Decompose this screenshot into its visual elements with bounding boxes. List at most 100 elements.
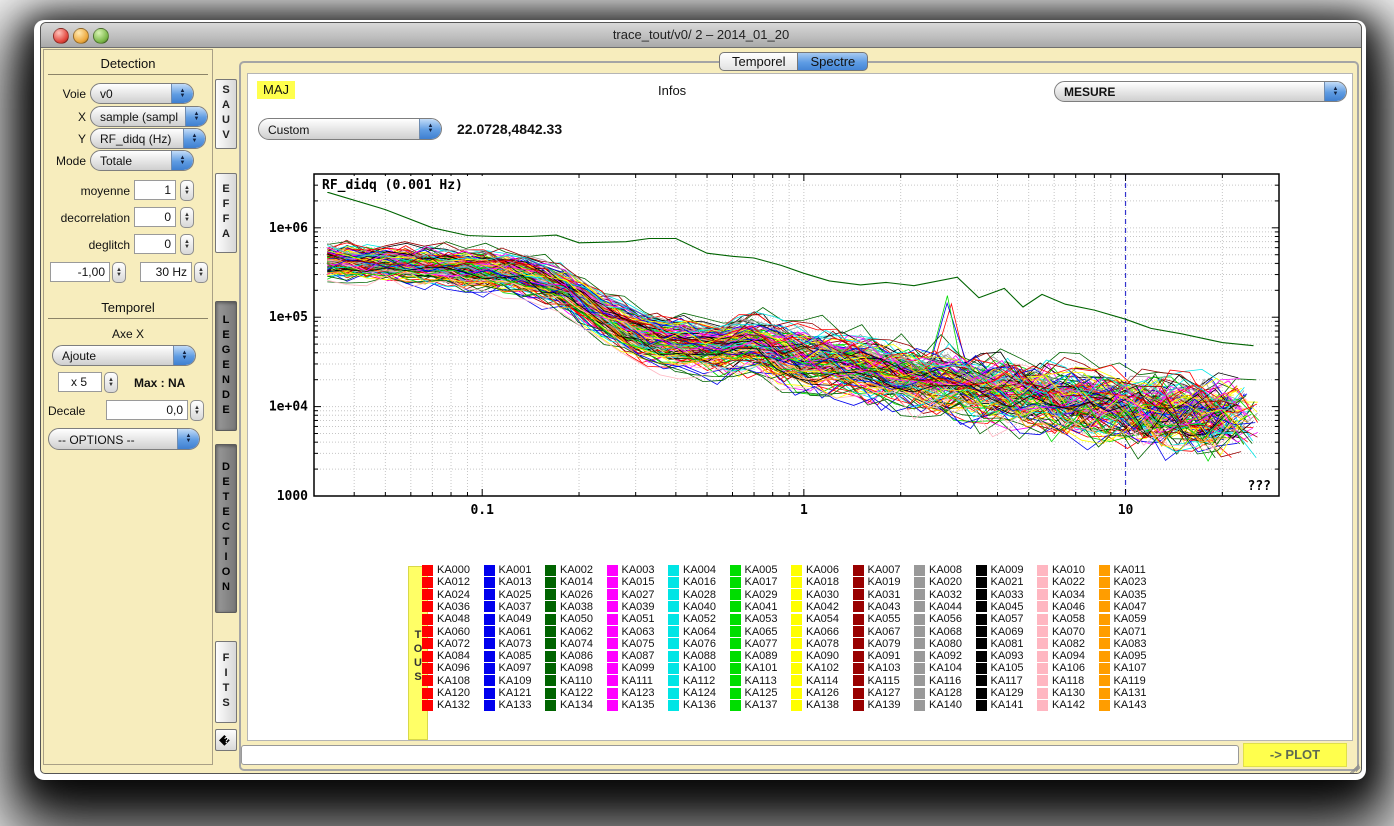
legend-item[interactable]: KA057 (976, 613, 1036, 625)
legend-item[interactable]: KA073 (484, 638, 544, 650)
legend-item[interactable]: KA074 (545, 638, 605, 650)
multiplier-stepper[interactable]: ▲▼ (104, 372, 118, 393)
legend-item[interactable]: KA031 (853, 589, 913, 601)
freq-stepper[interactable]: ▲▼ (194, 262, 208, 283)
legend-item[interactable]: KA104 (914, 662, 974, 674)
legend-item[interactable]: KA019 (853, 576, 913, 588)
legend-item[interactable]: KA128 (914, 687, 974, 699)
legend-item[interactable]: KA138 (791, 699, 851, 711)
legend-item[interactable]: KA067 (853, 626, 913, 638)
legend-item[interactable]: KA061 (484, 626, 544, 638)
legend-item[interactable]: KA029 (730, 589, 790, 601)
legend-item[interactable]: KA041 (730, 601, 790, 613)
decorrelation-stepper[interactable]: ▲▼ (180, 207, 194, 228)
legend-item[interactable]: KA083 (1099, 638, 1159, 650)
multiplier-field[interactable]: x 5 (58, 372, 102, 392)
side-tab-detection[interactable]: DETECTION (215, 444, 237, 613)
legend-item[interactable]: KA131 (1099, 687, 1159, 699)
legend-item[interactable]: KA054 (791, 613, 851, 625)
mode-dropdown[interactable]: Totale ▲▼ (90, 150, 194, 171)
legend-item[interactable]: KA069 (976, 626, 1036, 638)
legend-item[interactable]: KA025 (484, 589, 544, 601)
legend-item[interactable]: KA081 (976, 638, 1036, 650)
legend-item[interactable]: KA132 (422, 699, 482, 711)
legend-item[interactable]: KA044 (914, 601, 974, 613)
legend-item[interactable]: KA119 (1099, 675, 1159, 687)
legend-item[interactable]: KA066 (791, 626, 851, 638)
y-dropdown[interactable]: RF_didq (Hz) ▲▼ (90, 128, 206, 149)
legend-item[interactable]: KA108 (422, 675, 482, 687)
seuil-field[interactable]: -1,00 (50, 262, 110, 282)
legend-item[interactable]: KA016 (668, 576, 728, 588)
legend-item[interactable]: KA064 (668, 626, 728, 638)
legend-item[interactable]: KA093 (976, 650, 1036, 662)
legend-item[interactable]: KA099 (607, 662, 667, 674)
scale-dropdown[interactable]: Custom ▲▼ (258, 118, 442, 140)
legend-item[interactable]: KA130 (1037, 687, 1097, 699)
legend-item[interactable]: KA060 (422, 626, 482, 638)
legend-item[interactable]: KA003 (607, 564, 667, 576)
title-bar[interactable]: trace_tout/v0/ 2 – 2014_01_20 (41, 23, 1361, 48)
decale-stepper[interactable]: ▲▼ (190, 400, 204, 421)
legend-item[interactable]: KA065 (730, 626, 790, 638)
legend-item[interactable]: KA033 (976, 589, 1036, 601)
decale-field[interactable]: 0,0 (106, 400, 188, 420)
legend-item[interactable]: KA122 (545, 687, 605, 699)
legend-item[interactable]: KA133 (484, 699, 544, 711)
side-tab-fits[interactable]: FITS (215, 641, 237, 723)
plot-button[interactable]: -> PLOT (1243, 743, 1347, 767)
legend-item[interactable]: KA085 (484, 650, 544, 662)
seuil-stepper[interactable]: ▲▼ (112, 262, 126, 283)
legend-item[interactable]: KA013 (484, 576, 544, 588)
legend-item[interactable]: KA021 (976, 576, 1036, 588)
legend-item[interactable]: KA141 (976, 699, 1036, 711)
legend-item[interactable]: KA115 (853, 675, 913, 687)
legend-item[interactable]: KA123 (607, 687, 667, 699)
legend-item[interactable]: KA015 (607, 576, 667, 588)
legend-item[interactable]: KA142 (1037, 699, 1097, 711)
legend-item[interactable]: KA143 (1099, 699, 1159, 711)
legend-item[interactable]: KA011 (1099, 564, 1159, 576)
legend-item[interactable]: KA028 (668, 589, 728, 601)
spectrum-plot[interactable]: 10001e+041e+051e+060.1110RF_didq (0.001 … (252, 152, 1312, 532)
legend-item[interactable]: KA006 (791, 564, 851, 576)
moyenne-field[interactable]: 1 (134, 180, 176, 200)
legend-item[interactable]: KA020 (914, 576, 974, 588)
legend-item[interactable]: KA022 (1037, 576, 1097, 588)
legend-item[interactable]: KA120 (422, 687, 482, 699)
legend-item[interactable]: KA087 (607, 650, 667, 662)
legend-item[interactable]: KA052 (668, 613, 728, 625)
legend-item[interactable]: KA090 (791, 650, 851, 662)
legend-item[interactable]: KA076 (668, 638, 728, 650)
legend-item[interactable]: KA136 (668, 699, 728, 711)
legend-item[interactable]: KA009 (976, 564, 1036, 576)
legend-item[interactable]: KA035 (1099, 589, 1159, 601)
legend-item[interactable]: KA042 (791, 601, 851, 613)
legend-item[interactable]: KA043 (853, 601, 913, 613)
legend-item[interactable]: KA001 (484, 564, 544, 576)
legend-item[interactable]: KA125 (730, 687, 790, 699)
legend-item[interactable]: KA098 (545, 662, 605, 674)
legend-item[interactable]: KA007 (853, 564, 913, 576)
resize-grip[interactable] (1347, 760, 1359, 771)
legend-item[interactable]: KA038 (545, 601, 605, 613)
decorrelation-field[interactable]: 0 (134, 207, 176, 227)
legend-item[interactable]: KA017 (730, 576, 790, 588)
legend-item[interactable]: KA068 (914, 626, 974, 638)
legend-item[interactable]: KA018 (791, 576, 851, 588)
legend-item[interactable]: KA072 (422, 638, 482, 650)
legend-item[interactable]: KA036 (422, 601, 482, 613)
legend-item[interactable]: KA051 (607, 613, 667, 625)
legend-item[interactable]: KA026 (545, 589, 605, 601)
tab-temporel[interactable]: Temporel (719, 52, 798, 71)
legend-item[interactable]: KA053 (730, 613, 790, 625)
legend-item[interactable]: KA047 (1099, 601, 1159, 613)
freq-field[interactable]: 30 Hz (140, 262, 192, 282)
legend-item[interactable]: KA137 (730, 699, 790, 711)
legend-item[interactable]: KA062 (545, 626, 605, 638)
legend-item[interactable]: KA095 (1099, 650, 1159, 662)
legend-item[interactable]: KA032 (914, 589, 974, 601)
legend-item[interactable]: KA140 (914, 699, 974, 711)
legend-item[interactable]: KA079 (853, 638, 913, 650)
legend-item[interactable]: KA092 (914, 650, 974, 662)
